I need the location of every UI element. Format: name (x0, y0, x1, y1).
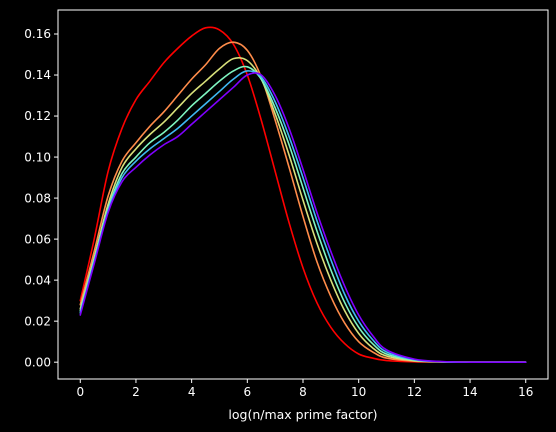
y-tick-label: 0.12 (24, 109, 51, 123)
x-tick-label: 8 (299, 385, 307, 399)
y-tick-label: 0.06 (24, 232, 51, 246)
y-tick-label: 0.04 (24, 273, 51, 287)
x-axis-label: log(n/max prime factor) (228, 407, 377, 422)
x-axis: 0 2 4 6 8 10 12 14 16 (76, 379, 533, 399)
y-tick-label: 0.14 (24, 68, 51, 82)
x-tick-label: 12 (407, 385, 422, 399)
series-line-6 (79, 72, 527, 364)
series-line-1 (79, 26, 527, 363)
x-tick-label: 10 (351, 385, 366, 399)
y-tick-label: 0.16 (24, 27, 51, 41)
y-tick-label: 0.08 (24, 191, 51, 205)
y-axis: 0.00 0.02 0.04 0.06 0.08 0.10 0.12 0.14 0.16 (24, 27, 58, 369)
plot-series-group (79, 26, 527, 364)
x-tick-label: 6 (243, 385, 251, 399)
x-tick-label: 14 (462, 385, 477, 399)
series-line-3 (79, 56, 527, 363)
x-tick-label: 4 (188, 385, 196, 399)
series-line-5 (79, 70, 527, 364)
x-tick-label: 2 (132, 385, 140, 399)
y-tick-label: 0.10 (24, 150, 51, 164)
y-tick-label: 0.02 (24, 314, 51, 328)
y-tick-label: 0.00 (24, 355, 51, 369)
x-tick-label: 16 (518, 385, 533, 399)
x-tick-label: 0 (76, 385, 84, 399)
series-line-4 (79, 65, 527, 364)
